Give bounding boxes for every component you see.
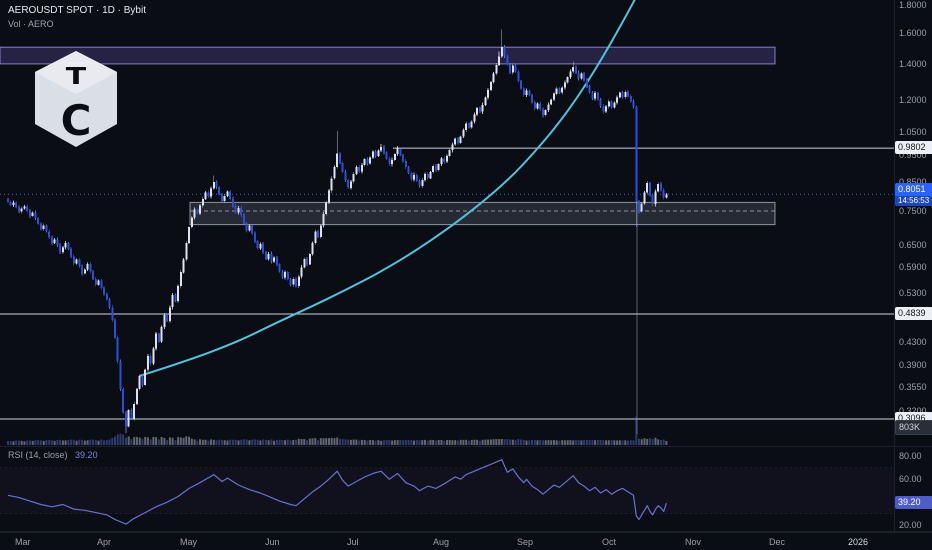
- time-tick-Oct: Oct: [602, 537, 617, 547]
- price-tick-label: 0.8500: [899, 177, 927, 187]
- symbol-title[interactable]: AEROUSDT SPOT · 1D · Bybit: [8, 5, 146, 16]
- price-tick-label: 1.2000: [899, 95, 927, 105]
- time-tick-Apr: Apr: [97, 537, 112, 547]
- demand-zone[interactable]: [189, 201, 776, 226]
- price-badge-0.4839: 0.4839: [895, 307, 932, 320]
- rsi-value: 39.20: [75, 450, 98, 460]
- price-badge-0.8051: 0.8051 14:56:53: [895, 183, 932, 206]
- rsi-value-badge: 39.20: [895, 496, 932, 509]
- price-tick-label: 1.4000: [899, 59, 927, 69]
- price-tick-label: 0.7500: [899, 206, 927, 216]
- supply-zone[interactable]: [0, 46, 776, 65]
- price-tick-label: 1.6000: [899, 28, 927, 38]
- candlestick-chart: [0, 0, 894, 445]
- time-tick-Aug: Aug: [433, 537, 450, 547]
- time-tick-Jun: Jun: [265, 537, 280, 547]
- rsi-line[interactable]: [7, 459, 667, 525]
- price-badge-803K: 803K: [895, 420, 932, 435]
- time-tick-Jul: Jul: [347, 537, 359, 547]
- price-tick-label: 1.8000: [899, 0, 927, 10]
- price-tick-label: 0.5900: [899, 262, 927, 272]
- main-chart-pane[interactable]: AEROUSDT SPOT · 1D · Bybit Vol · AERO T …: [0, 0, 894, 446]
- svg-text:C: C: [61, 96, 92, 145]
- axis-divider-vertical: [894, 0, 895, 532]
- rsi-indicator-pane[interactable]: RSI (14, close) 39.20: [0, 447, 894, 531]
- tc-logo-watermark: T C: [35, 51, 117, 147]
- time-tick-Dec: Dec: [769, 537, 786, 547]
- rsi-tick-label: 20.00: [899, 520, 922, 530]
- time-tick-2026: 2026: [848, 537, 869, 547]
- volume-indicator-label[interactable]: Vol · AERO: [8, 19, 54, 29]
- price-tick-label: 1.0500: [899, 127, 927, 137]
- price-tick-label: 0.3200: [899, 406, 927, 416]
- price-tick-label: 0.3900: [899, 360, 927, 370]
- rsi-axis[interactable]: 80.00 60.00 20.00 39.20: [895, 447, 932, 531]
- pane-divider[interactable]: [0, 446, 932, 447]
- price-tick-label: 0.9500: [899, 150, 927, 160]
- svg-text:T: T: [66, 63, 87, 90]
- time-tick-Nov: Nov: [685, 537, 702, 547]
- price-tick-label: 0.6500: [899, 240, 927, 250]
- price-tick-label: 0.5300: [899, 288, 927, 298]
- rsi-label: RSI (14, close): [8, 450, 68, 460]
- countdown-timer: 14:56:53: [895, 196, 932, 206]
- rsi-legend[interactable]: RSI (14, close) 39.20: [8, 450, 98, 460]
- price-badge-0.9802: 0.9802: [895, 141, 932, 154]
- rsi-plot: [0, 459, 894, 525]
- time-tick-Mar: Mar: [15, 537, 31, 547]
- price-tick-label: 0.4300: [899, 337, 927, 347]
- price-tick-label: 0.3550: [899, 382, 927, 392]
- parabolic-trend-curve[interactable]: [139, 0, 636, 377]
- candles-layer: [7, 29, 668, 433]
- rsi-tick-label: 60.00: [899, 474, 922, 484]
- time-tick-Sep: Sep: [517, 537, 534, 547]
- rsi-tick-label: 80.00: [899, 451, 922, 461]
- pane-divider-2[interactable]: [0, 531, 932, 532]
- time-tick-May: May: [180, 537, 198, 547]
- time-axis[interactable]: Mar Apr May Jun Jul Aug Sep Oct Nov Dec 2026: [0, 532, 932, 550]
- volume-bars-layer: [7, 416, 668, 445]
- price-axis[interactable]: 1.8000 1.6000 1.4000 1.2000 1.0500 0.9500 0.85…: [895, 0, 932, 446]
- chart-legend: AEROUSDT SPOT · 1D · Bybit Vol · AERO: [8, 5, 146, 29]
